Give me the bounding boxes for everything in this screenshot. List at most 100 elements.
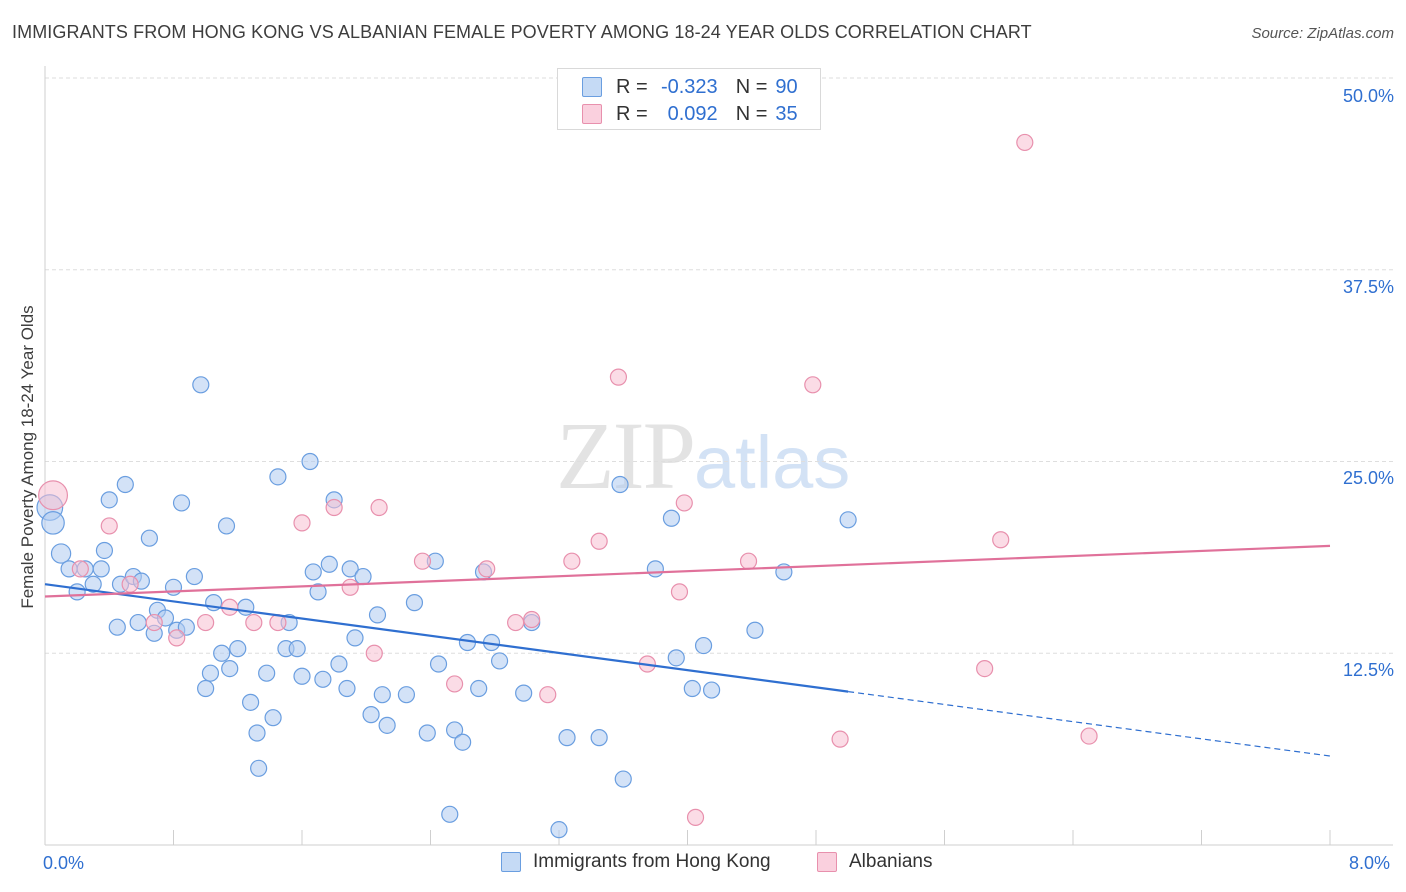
point-hong-kong [515, 684, 533, 702]
point-albanians [675, 494, 693, 512]
point-albanians [523, 610, 541, 629]
point-hong-kong [373, 686, 391, 704]
series-label: Albanians [849, 851, 933, 872]
point-hong-kong [662, 509, 681, 527]
point-hong-kong [346, 629, 364, 647]
watermark-atlas: atlas [694, 421, 851, 504]
point-hong-kong [490, 652, 509, 670]
point-albanians [992, 531, 1010, 549]
point-hong-kong [293, 667, 311, 685]
point-hong-kong [590, 729, 608, 747]
point-hong-kong [309, 583, 327, 601]
point-hong-kong [201, 664, 220, 682]
legend-row-hong-kong: R = -0.323 N = 90 [582, 75, 798, 99]
point-hong-kong [242, 693, 260, 711]
point-hong-kong [330, 655, 348, 673]
point-hong-kong [258, 664, 276, 682]
correlation-legend: R = -0.323 N = 90 R = 0.092 N = 35 [557, 68, 821, 130]
point-hong-kong [338, 679, 356, 698]
legend-n-label: N = [735, 75, 768, 98]
point-hong-kong [418, 724, 436, 742]
point-albanians [197, 613, 215, 632]
point-hong-kong [172, 494, 191, 512]
point-hong-kong [229, 640, 247, 658]
legend-swatch-pink [582, 104, 602, 124]
point-albanians [100, 517, 118, 535]
point-albanians [370, 498, 388, 517]
point-albanians [590, 532, 608, 550]
point-albanians [71, 560, 89, 578]
point-hong-kong [454, 733, 472, 751]
point-albanians [293, 514, 311, 532]
trend-line-hong-kong [44, 583, 849, 693]
point-hong-kong [108, 618, 126, 636]
point-hong-kong [362, 706, 380, 724]
point-albanians [245, 613, 263, 632]
legend-n-value: 35 [775, 102, 798, 125]
point-hong-kong [264, 709, 282, 727]
point-hong-kong [683, 679, 701, 698]
point-albanians [976, 659, 994, 678]
point-hong-kong [185, 567, 203, 586]
point-hong-kong [470, 679, 488, 698]
point-albanians [539, 686, 557, 704]
point-hong-kong [341, 560, 359, 578]
point-hong-kong [702, 681, 721, 699]
point-albanians [739, 552, 758, 570]
point-hong-kong [694, 636, 713, 655]
point-hong-kong [192, 376, 210, 394]
point-albanians [341, 578, 359, 596]
point-hong-kong [397, 686, 416, 704]
point-hong-kong [301, 452, 319, 471]
point-albanians [325, 498, 343, 517]
point-hong-kong [92, 560, 110, 578]
point-albanians [145, 613, 163, 632]
point-hong-kong [164, 578, 183, 596]
point-hong-kong [100, 491, 118, 509]
series-swatch-blue [501, 852, 521, 872]
legend-swatch-blue [582, 77, 602, 97]
point-hong-kong [129, 613, 147, 632]
chart-title: IMMIGRANTS FROM HONG KONG VS ALBANIAN FE… [12, 22, 1032, 42]
point-albanians [38, 480, 69, 511]
point-hong-kong [68, 583, 86, 601]
watermark-zip: ZIP [556, 402, 696, 509]
point-hong-kong [550, 821, 568, 839]
point-albanians [121, 575, 139, 593]
point-albanians [831, 730, 849, 748]
source-label: Source: ZipAtlas.com [1251, 25, 1394, 42]
x-tick-label-min: 0.0% [43, 853, 85, 873]
point-hong-kong [288, 640, 306, 658]
point-hong-kong [248, 724, 266, 742]
point-albanians [413, 552, 432, 570]
point-albanians [365, 644, 383, 662]
legend-row-albanians: R = 0.092 N = 35 [582, 102, 798, 126]
point-hong-kong [95, 541, 114, 560]
point-hong-kong [368, 606, 387, 624]
point-hong-kong [250, 759, 268, 777]
point-hong-kong [41, 511, 65, 535]
point-hong-kong [405, 594, 424, 612]
point-hong-kong [611, 475, 629, 494]
point-hong-kong [50, 543, 72, 564]
point-albanians [445, 675, 464, 693]
point-hong-kong [445, 721, 464, 739]
x-tick-label-max: 8.0% [1349, 853, 1391, 873]
series-legend-albanians[interactable]: Albanians [817, 851, 932, 873]
trend-line-extension-hong-kong [848, 691, 1331, 757]
series-swatch-pink [817, 852, 837, 872]
point-hong-kong [378, 716, 396, 734]
y-axis-label: Female Poverty Among 18-24 Year Olds [18, 305, 37, 609]
series-legend-hong-kong[interactable]: Immigrants from Hong Kong [501, 851, 771, 873]
point-albanians [1080, 727, 1098, 745]
y-tick-label-37-5: 37.5% [1342, 277, 1394, 297]
zipatlas-watermark: ZIPatlas [556, 400, 850, 511]
point-hong-kong [269, 468, 287, 486]
point-hong-kong [213, 644, 231, 662]
point-hong-kong [558, 729, 576, 747]
series-legend: Immigrants from Hong Kong Albanians [0, 851, 1406, 877]
legend-r-value: 0.092 [667, 102, 718, 125]
legend-r-label: R = [616, 102, 648, 125]
point-albanians [168, 629, 186, 647]
